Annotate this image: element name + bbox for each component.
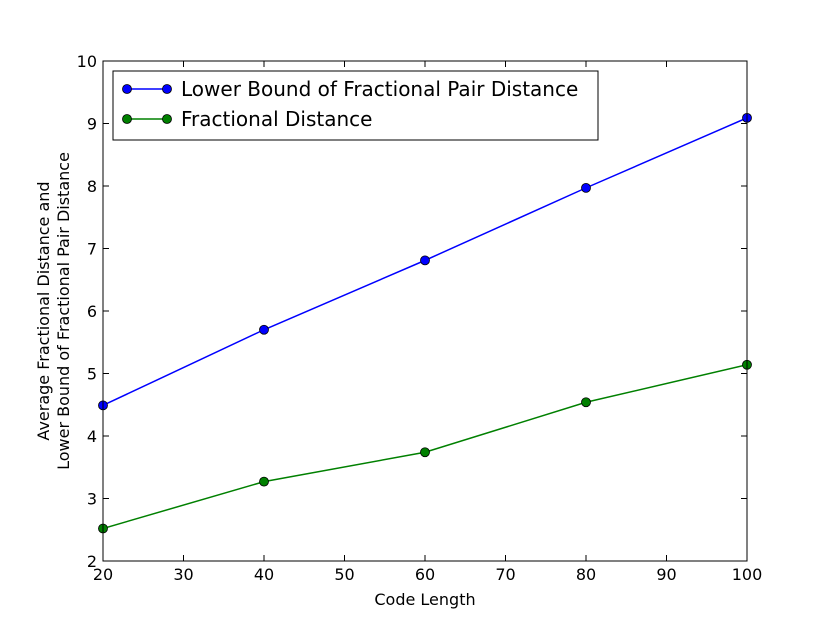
x-tick-label: 30 xyxy=(173,565,193,584)
series-0-point xyxy=(259,324,269,335)
x-tick-label: 90 xyxy=(656,565,676,584)
series-1-point xyxy=(259,476,269,487)
y-axis-label-line-1: Average Fractional Distance and xyxy=(34,181,53,440)
legend-marker-fractional-2 xyxy=(162,114,172,124)
series-0-point xyxy=(581,182,591,193)
legend-label-fractional: Fractional Distance xyxy=(181,107,372,131)
series-1-point xyxy=(420,447,430,458)
x-tick-label: 60 xyxy=(415,565,435,584)
legend-marker-lower-bound-2 xyxy=(162,84,172,94)
series-1-point xyxy=(581,397,591,408)
legend-marker-fractional xyxy=(122,114,132,124)
x-tick-label: 80 xyxy=(576,565,596,584)
y-tick-label: 4 xyxy=(87,427,97,446)
y-tick-label: 8 xyxy=(87,177,97,196)
x-tick-label: 40 xyxy=(254,565,274,584)
legend-frame xyxy=(112,70,599,141)
legend: Lower Bound of Fractional Pair Distance … xyxy=(112,70,599,141)
y-tick-label: 7 xyxy=(87,240,97,259)
y-axis-label-line-2: Lower Bound of Fractional Pair Distance xyxy=(54,152,73,470)
y-tick-label: 9 xyxy=(87,115,97,134)
y-tick-label: 5 xyxy=(87,365,97,384)
y-tick-label: 3 xyxy=(87,490,97,509)
x-tick-label: 20 xyxy=(93,565,113,584)
legend-label-lower-bound: Lower Bound of Fractional Pair Distance xyxy=(181,77,578,101)
x-tick-label: 100 xyxy=(732,565,763,584)
x-tick-label: 50 xyxy=(334,565,354,584)
y-tick-label: 6 xyxy=(87,302,97,321)
y-tick-label: 10 xyxy=(77,52,97,71)
x-tick-label: 70 xyxy=(495,565,515,584)
legend-marker-lower-bound xyxy=(122,84,132,94)
series-0-point xyxy=(420,255,430,266)
plot-area xyxy=(103,61,747,561)
y-tick-label: 2 xyxy=(87,552,97,571)
x-axis-label: Code Length xyxy=(374,590,475,609)
